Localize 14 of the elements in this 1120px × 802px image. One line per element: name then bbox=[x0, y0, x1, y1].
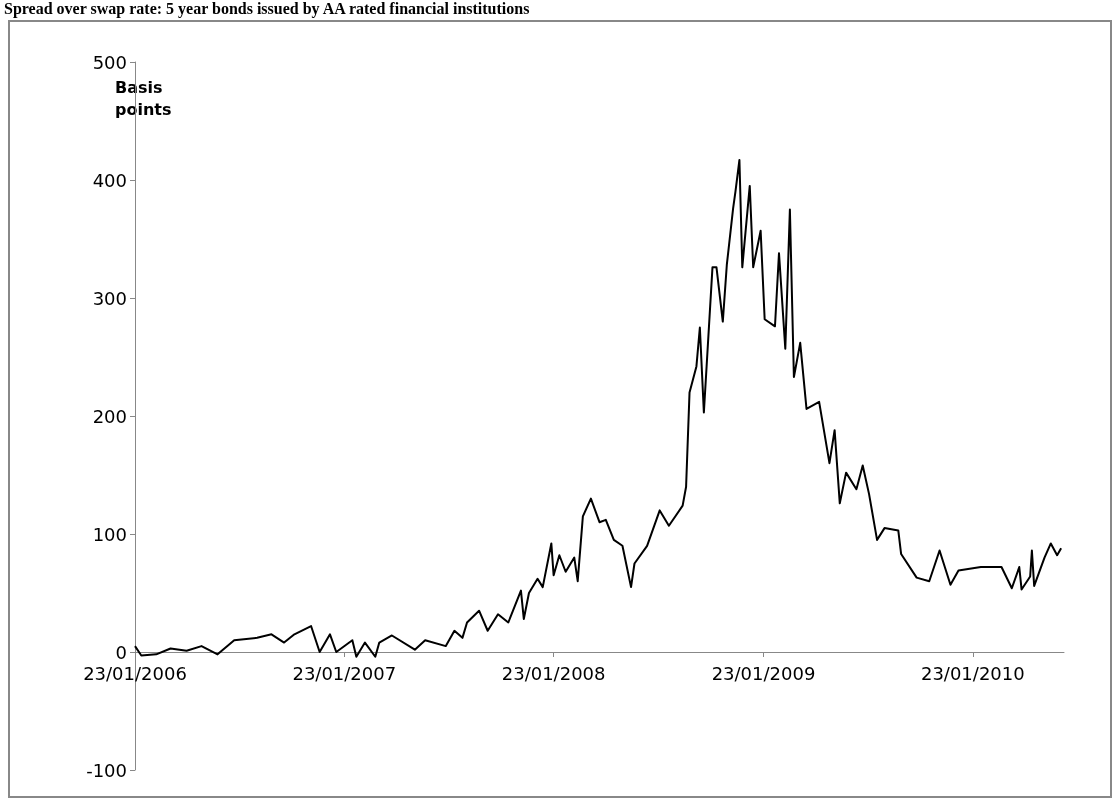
y-tick-label: -100 bbox=[86, 759, 127, 781]
y-tick-label: 0 bbox=[115, 641, 127, 663]
y-tick-label: 100 bbox=[92, 523, 127, 545]
x-tick-label: 23/01/2007 bbox=[292, 662, 397, 684]
y-tick-label: 300 bbox=[92, 287, 127, 309]
y-tick-label: 400 bbox=[92, 169, 127, 191]
y-tick-label: 500 bbox=[92, 51, 127, 73]
x-tick-label: 23/01/2006 bbox=[83, 662, 187, 684]
y-tick-label: 200 bbox=[92, 405, 127, 427]
x-tick-label: 23/01/2010 bbox=[920, 662, 1025, 684]
chart-title: Spread over swap rate: 5 year bonds issued by AA rated financial institutions bbox=[4, 0, 530, 18]
x-tick-label: 23/01/2009 bbox=[711, 662, 816, 684]
x-tick-label: 23/01/2008 bbox=[501, 662, 606, 684]
y-axis-title: Basis points bbox=[115, 77, 172, 119]
